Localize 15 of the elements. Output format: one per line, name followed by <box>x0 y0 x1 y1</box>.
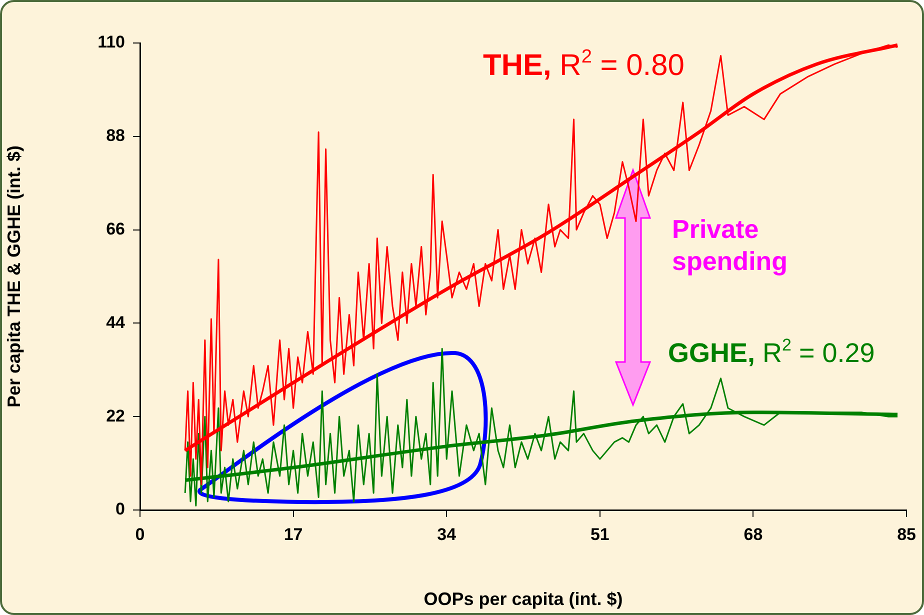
y-tick-label: 110 <box>98 32 125 52</box>
annotation: Private spending <box>672 214 788 276</box>
y-tick-label: 0 <box>116 500 125 519</box>
x-tick-label: 0 <box>135 524 145 544</box>
x-axis-title: OOPs per capita (int. $) <box>424 589 623 610</box>
x-tick-label: 68 <box>744 524 763 544</box>
x-tick-label: 51 <box>590 524 610 544</box>
y-tick-label: 44 <box>106 312 126 332</box>
y-tick-label: 22 <box>106 406 125 426</box>
x-tick-label: 34 <box>437 524 457 544</box>
y-tick-label: 88 <box>106 126 125 146</box>
y-axis-title: Per capita THE & GGHE (int. $) <box>4 145 24 408</box>
y-tick-label: 66 <box>106 219 125 238</box>
x-tick-label: 85 <box>897 524 916 544</box>
x-tick-label: 17 <box>284 524 303 544</box>
